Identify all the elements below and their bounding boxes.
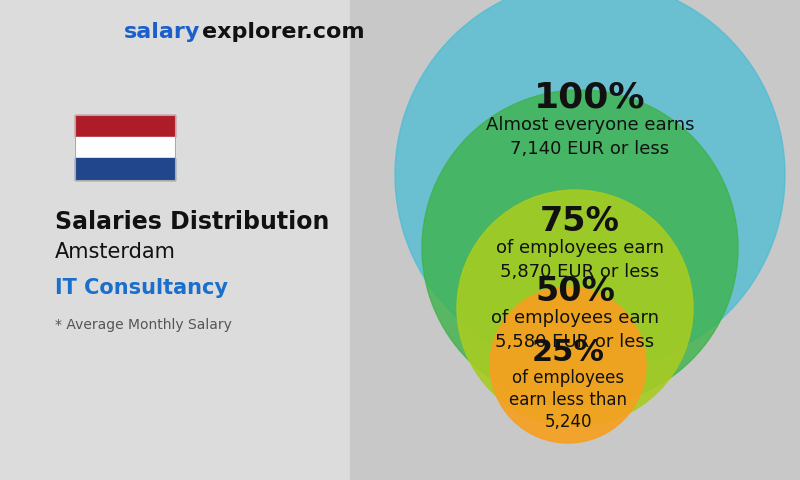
Text: of employees earn: of employees earn xyxy=(496,239,664,257)
Text: 7,140 EUR or less: 7,140 EUR or less xyxy=(510,141,670,158)
Text: IT Consultancy: IT Consultancy xyxy=(55,278,228,298)
Bar xyxy=(0,0,400,480)
Text: earn less than: earn less than xyxy=(509,391,627,409)
Text: 5,240: 5,240 xyxy=(544,413,592,431)
Bar xyxy=(75,158,175,180)
Text: explorer.com: explorer.com xyxy=(202,22,365,42)
Text: 50%: 50% xyxy=(535,275,615,308)
Text: Salaries Distribution: Salaries Distribution xyxy=(55,210,330,234)
Bar xyxy=(75,137,175,158)
Circle shape xyxy=(422,90,738,406)
Bar xyxy=(350,0,800,480)
Circle shape xyxy=(457,190,693,426)
Text: of employees earn: of employees earn xyxy=(491,309,659,326)
Text: of employees: of employees xyxy=(512,369,624,387)
Text: salary: salary xyxy=(124,22,200,42)
Text: Almost everyone earns: Almost everyone earns xyxy=(486,116,694,134)
Text: 25%: 25% xyxy=(531,338,605,367)
Text: 5,870 EUR or less: 5,870 EUR or less xyxy=(501,263,659,281)
Circle shape xyxy=(395,0,785,370)
Text: * Average Monthly Salary: * Average Monthly Salary xyxy=(55,318,232,332)
Bar xyxy=(75,115,175,137)
Text: Amsterdam: Amsterdam xyxy=(55,242,176,262)
Circle shape xyxy=(490,287,646,443)
Bar xyxy=(75,115,175,180)
Text: 75%: 75% xyxy=(540,205,620,238)
Text: 5,580 EUR or less: 5,580 EUR or less xyxy=(495,333,654,351)
Text: 100%: 100% xyxy=(534,80,646,114)
